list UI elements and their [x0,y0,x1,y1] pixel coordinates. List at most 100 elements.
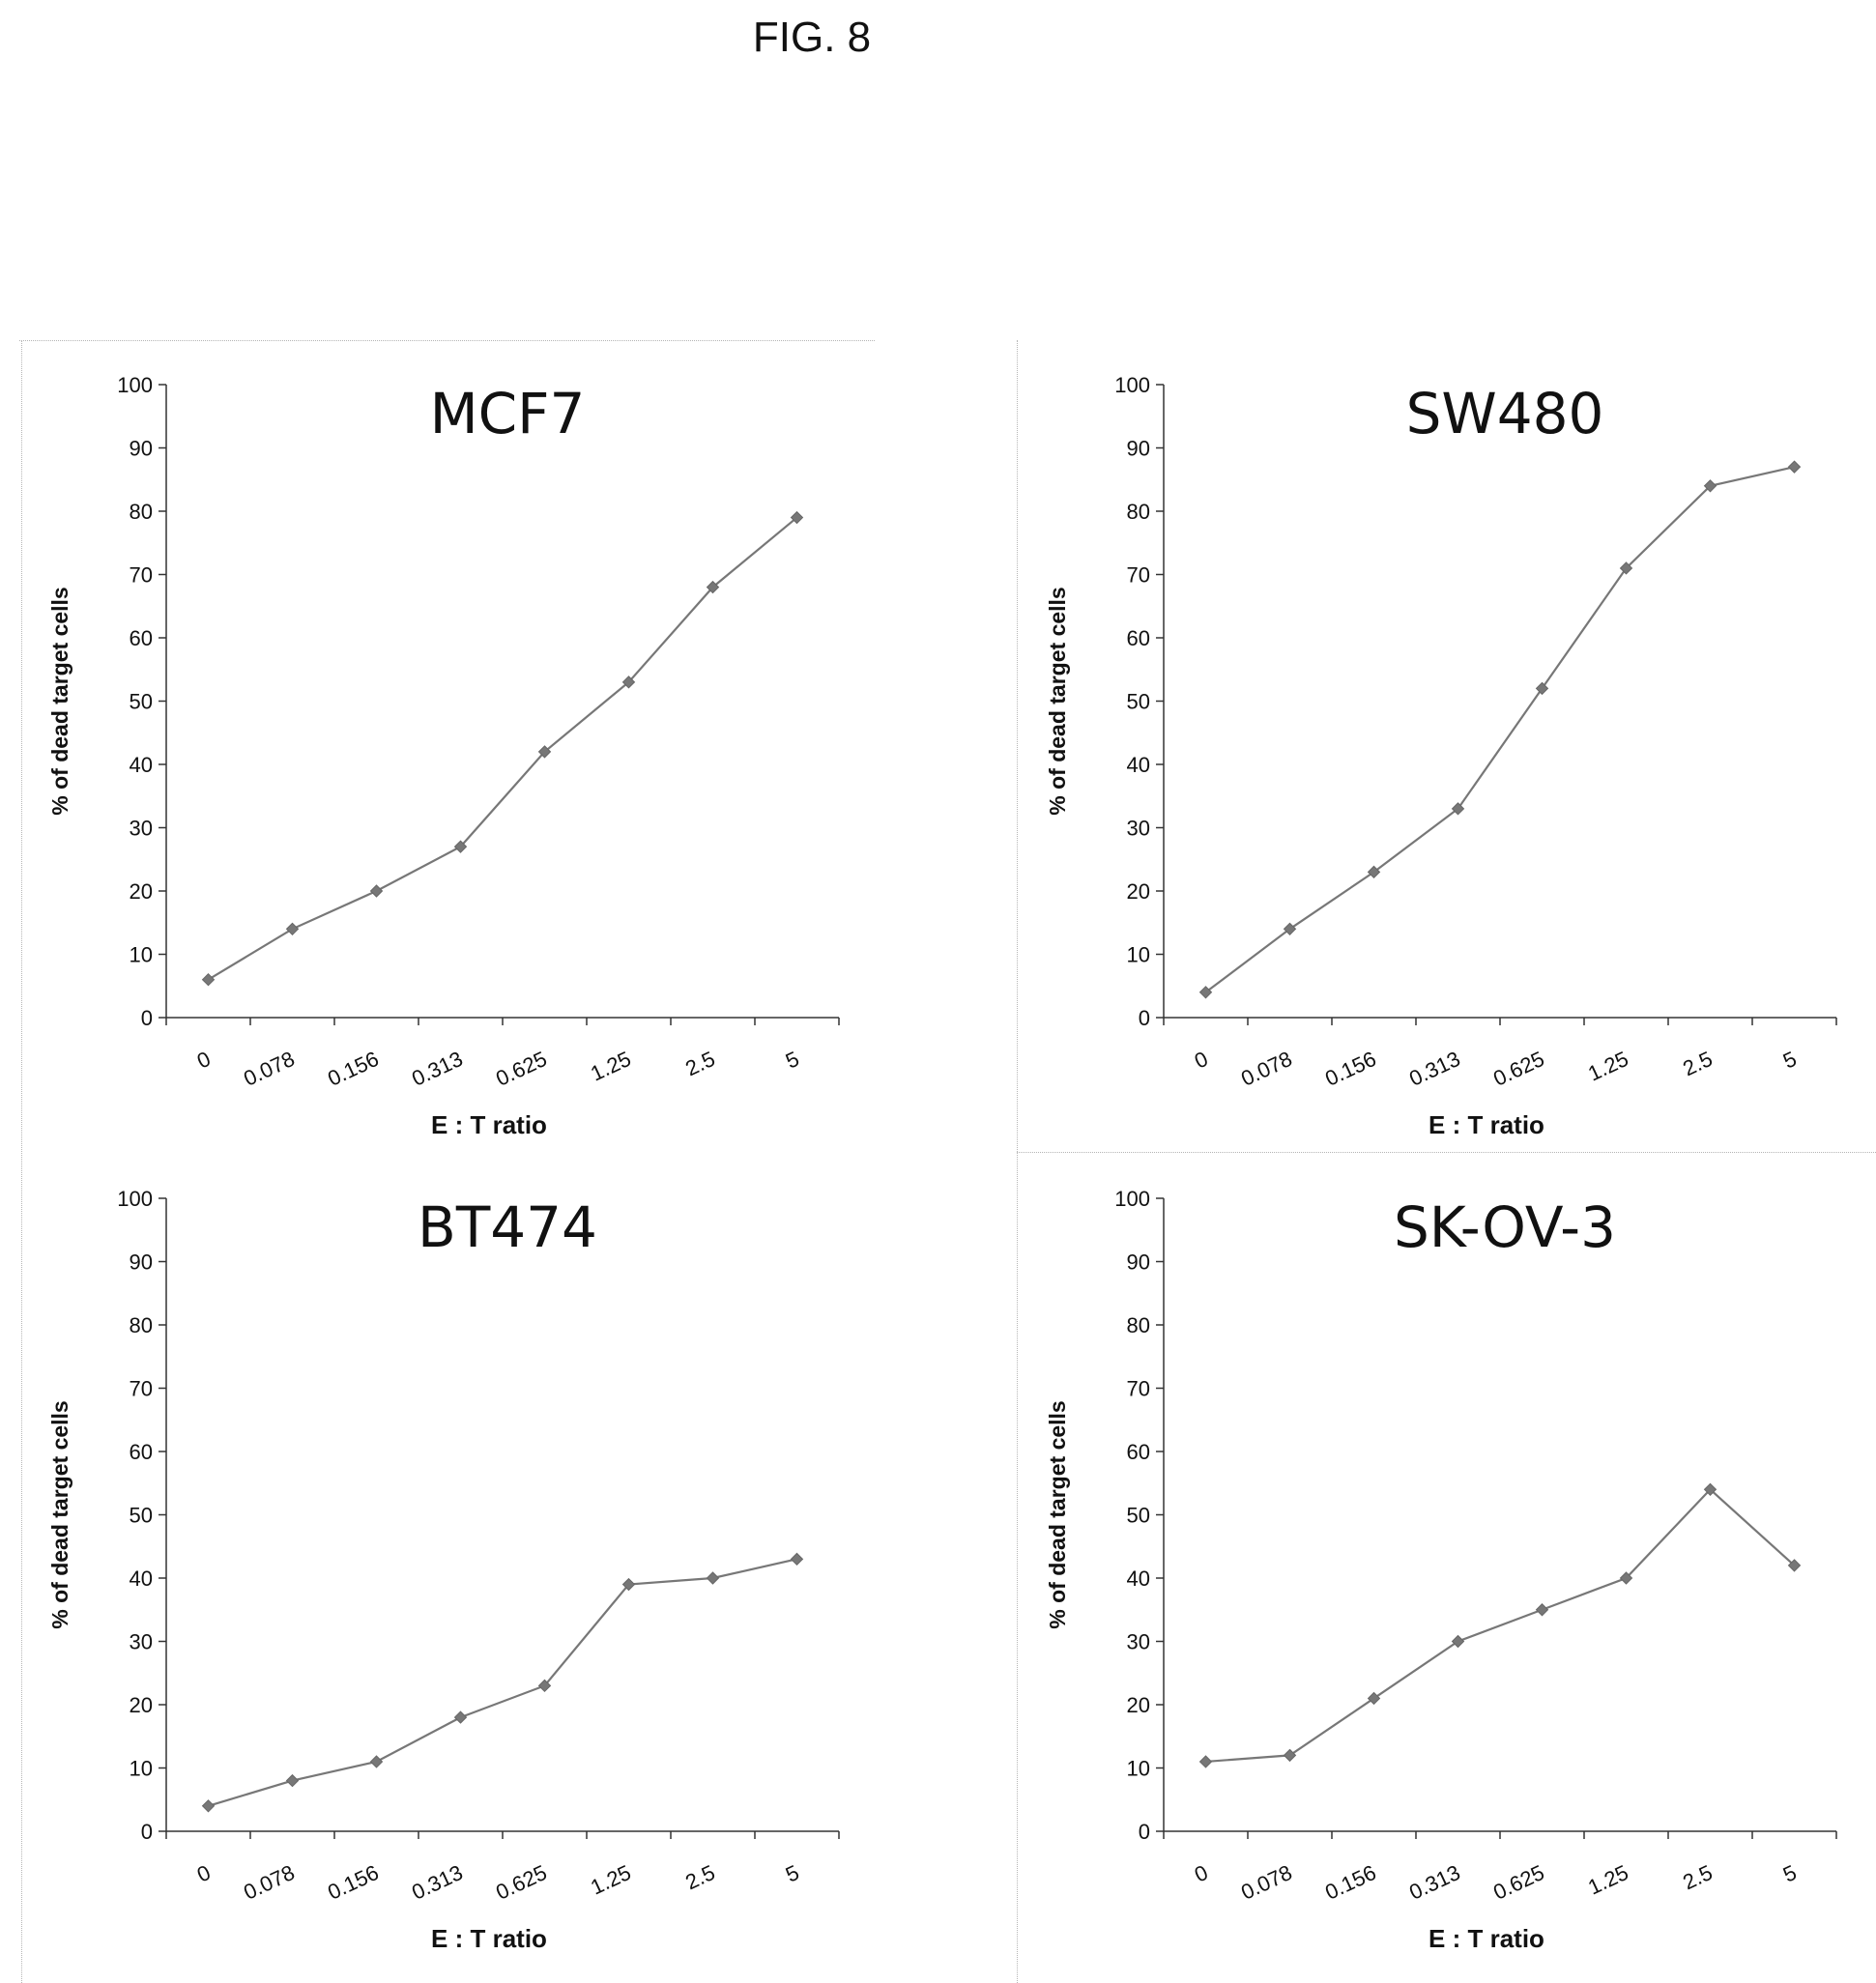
y-tick-label: 30 [1127,1630,1150,1654]
y-tick-label: 0 [141,1820,153,1844]
x-tick-label: 0.625 [492,1860,550,1905]
x-tick-label: 0.313 [1405,1860,1463,1905]
x-tick-label: 2.5 [681,1860,718,1895]
data-point [453,840,468,853]
x-tick-label: 2.5 [1679,1860,1716,1895]
data-point [1283,1748,1297,1763]
y-tick-label: 0 [141,1006,153,1030]
x-tick-label: 2.5 [1679,1047,1716,1081]
x-tick-label: 0.078 [1237,1860,1295,1905]
y-axis-label: % of dead target cells [1045,587,1070,815]
y-tick-label: 50 [1127,690,1150,714]
y-tick-label: 60 [130,626,153,650]
x-tick-label: 1.25 [587,1860,634,1900]
x-tick-label: 5 [1779,1047,1801,1074]
y-tick-label: 10 [1127,1757,1150,1781]
x-tick-label: 0.313 [1405,1047,1463,1091]
figure-label: FIG. 8 [752,14,872,61]
data-point [285,922,300,936]
y-tick-label: 50 [130,690,153,714]
data-point [1451,1634,1465,1649]
x-tick-label: 0 [1191,1860,1212,1887]
x-tick-label: 0.313 [408,1047,466,1091]
data-point [201,1799,216,1813]
x-tick-label: 1.25 [587,1047,634,1086]
x-tick-label: 0.078 [1237,1047,1295,1091]
panel-divider [1017,1152,1876,1153]
chart-panel-mcf7: MCF7 0 10 20 30 40 50 60 70 80 90 100 0 0.078 0.156 0.3… [29,358,880,1139]
data-point [1283,922,1297,936]
y-tick-label: 20 [1127,879,1150,904]
y-tick-label: 60 [130,1440,153,1464]
x-axis-label: E : T ratio [431,1110,547,1139]
data-point [1198,1755,1213,1768]
y-axis-label: % of dead target cells [1045,1400,1070,1628]
y-tick-label: 80 [1127,500,1150,524]
data-point [1367,1691,1381,1706]
y-tick-label: 30 [1127,817,1150,841]
y-tick-label: 10 [130,943,153,967]
x-tick-label: 5 [782,1860,803,1887]
chart-svg: BT474 0 10 20 30 40 50 60 70 80 90 100 0 0.078 0.156 0.… [47,1187,840,1953]
data-point [706,580,720,594]
chart-svg: SK-OV-3 0 10 20 30 40 50 60 70 80 90 100 0 0.078 0.156… [1045,1187,1837,1953]
y-tick-label: 0 [1139,1006,1150,1030]
y-tick-label: 30 [130,817,153,841]
y-tick-label: 40 [130,753,153,777]
data-point [1451,802,1465,816]
y-tick-label: 60 [1127,1440,1150,1464]
data-point [285,1773,300,1788]
x-tick-label: 0.156 [1321,1860,1379,1905]
y-tick-label: 80 [130,1313,153,1337]
y-tick-label: 40 [1127,753,1150,777]
data-point [1703,479,1717,493]
panel-divider [19,340,875,341]
y-tick-label: 20 [130,879,153,904]
y-tick-label: 70 [130,563,153,588]
y-tick-label: 80 [130,500,153,524]
y-tick-label: 100 [1114,1187,1150,1211]
data-point [201,972,216,987]
x-tick-label: 0 [1191,1047,1212,1074]
x-tick-label: 0.625 [1489,1047,1547,1091]
y-axis-label: % of dead target cells [47,587,72,815]
chart-title: MCF7 [430,381,586,446]
y-tick-label: 90 [1127,1250,1150,1275]
data-point [369,884,384,898]
y-tick-label: 100 [117,1187,153,1211]
y-tick-label: 40 [130,1566,153,1591]
y-tick-label: 90 [130,1250,153,1275]
x-tick-label: 0 [193,1047,215,1074]
data-point [1535,1603,1549,1617]
y-tick-label: 70 [1127,563,1150,588]
series-line [1205,1487,1796,1764]
y-tick-label: 40 [1127,1566,1150,1591]
x-tick-label: 0.313 [408,1860,466,1905]
chart-title: BT474 [418,1194,597,1260]
data-point [453,1710,468,1724]
y-tick-label: 50 [1127,1504,1150,1528]
x-axis-label: E : T ratio [431,1924,547,1953]
y-axis-label: % of dead target cells [47,1400,72,1628]
series-line [1204,466,1795,993]
chart-panel-sw480: SW480 0 10 20 30 40 50 60 70 80 90 100 0 0.078 0.156 0.… [1026,358,1876,1139]
y-tick-label: 90 [130,437,153,461]
x-axis-label: E : T ratio [1429,1110,1544,1139]
x-tick-label: 2.5 [681,1047,718,1081]
y-tick-label: 0 [1139,1820,1150,1844]
data-point [1619,1571,1633,1585]
data-point [537,1679,552,1693]
chart-title: SK-OV-3 [1394,1194,1616,1260]
data-point [1619,561,1633,575]
data-point [1787,1559,1802,1572]
x-tick-label: 0.156 [324,1860,382,1905]
chart-panel-skov3: SK-OV-3 0 10 20 30 40 50 60 70 80 90 100 0 0.078 0.156… [1026,1171,1876,1953]
x-tick-label: 0.156 [1321,1047,1379,1091]
data-point [706,1571,720,1585]
y-tick-label: 20 [130,1693,153,1717]
y-tick-label: 50 [130,1504,153,1528]
y-tick-label: 20 [1127,1693,1150,1717]
x-tick-label: 1.25 [1584,1047,1631,1086]
y-tick-label: 70 [130,1377,153,1401]
y-tick-label: 90 [1127,437,1150,461]
